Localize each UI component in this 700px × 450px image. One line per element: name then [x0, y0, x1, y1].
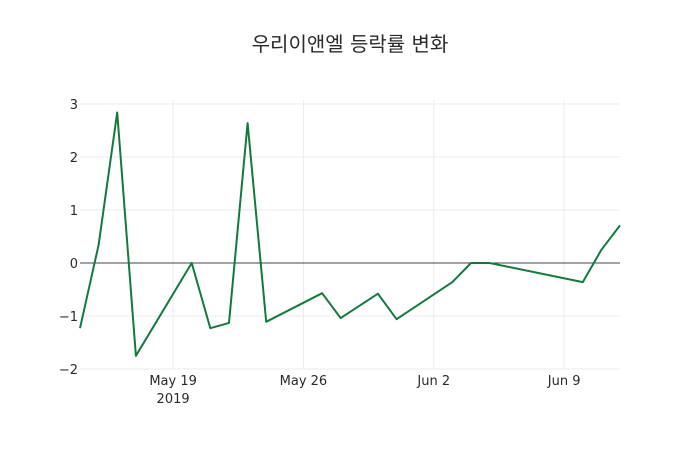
- chart-title: 우리이앤엘 등락률 변화: [251, 32, 449, 56]
- x-axis-ticks: May 19 2019 May 26 Jun 2 Jun 9: [149, 374, 580, 407]
- y-tick-label: 2: [70, 151, 78, 166]
- x-tick-year-label: 2019: [157, 392, 190, 407]
- y-tick-label: 3: [70, 98, 78, 113]
- y-tick-label: −2: [59, 363, 78, 378]
- grid-lines: [80, 100, 620, 370]
- y-tick-label: 1: [70, 204, 78, 219]
- x-tick-label: Jun 2: [416, 374, 450, 389]
- x-tick-label: May 19: [149, 374, 197, 389]
- x-tick-label: Jun 9: [547, 374, 581, 389]
- y-axis-ticks: 3 2 1 0 −1 −2: [59, 98, 78, 378]
- series-line: [79, 111, 621, 357]
- y-tick-label: 0: [70, 257, 78, 272]
- y-tick-label: −1: [59, 310, 78, 325]
- x-tick-label: May 26: [280, 374, 328, 389]
